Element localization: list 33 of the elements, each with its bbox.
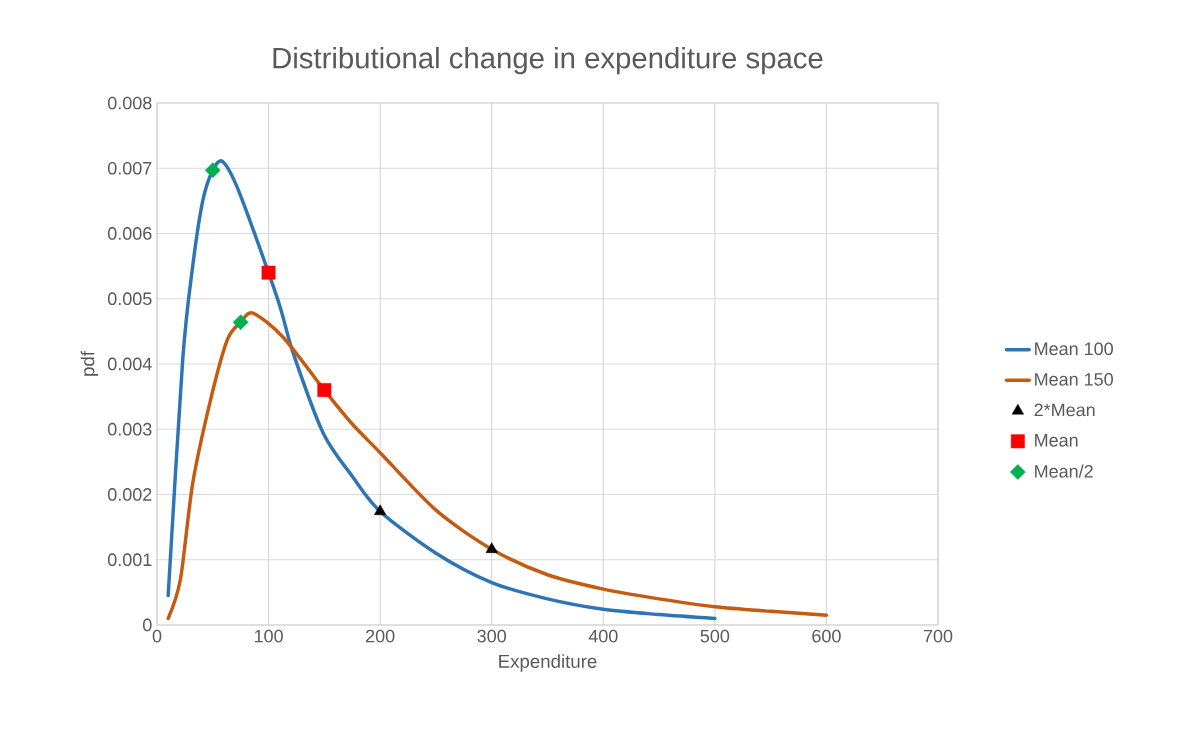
x-tick-label: 700: [923, 629, 953, 643]
x-tick-label: 400: [588, 629, 618, 643]
y-tick-label: 0.003: [107, 422, 152, 436]
point: [485, 542, 498, 553]
legend-label: Mean/2: [1035, 464, 1093, 478]
point: [261, 265, 276, 280]
y-tick-label: 0.004: [107, 357, 152, 371]
point: [204, 162, 221, 179]
x-tick-label: 0: [152, 629, 162, 643]
y-axis-title: pdf: [80, 351, 99, 376]
legend-label: Mean 100: [1035, 342, 1113, 356]
point: [374, 504, 387, 516]
y-tick-label: 0.007: [107, 161, 152, 175]
chart-title: Distributional change in expenditure space: [273, 46, 823, 75]
y-tick-label: 0.002: [107, 488, 152, 501]
x-tick-label: 600: [812, 629, 841, 643]
legend-label: Mean 150: [1035, 372, 1113, 386]
x-axis-title: Expenditure: [499, 654, 597, 672]
point: [317, 383, 332, 398]
y-tick-label: 0.006: [107, 227, 152, 240]
y-tick-label: 0.008: [107, 96, 152, 110]
y-tick-label: 0: [143, 618, 152, 632]
y-tick-label: 0.005: [107, 292, 152, 306]
line-series: [166, 159, 717, 621]
x-tick-label: 100: [254, 629, 283, 643]
legend-label: 2*Mean: [1034, 403, 1095, 417]
x-tick-label: 200: [366, 629, 395, 643]
legend-label: Mean: [1035, 434, 1078, 447]
y-tick-label: 0.001: [107, 553, 152, 567]
x-tick-label: 500: [700, 629, 730, 643]
point: [232, 314, 249, 331]
x-tick-label: 300: [477, 629, 507, 643]
line-series: [166, 311, 829, 621]
